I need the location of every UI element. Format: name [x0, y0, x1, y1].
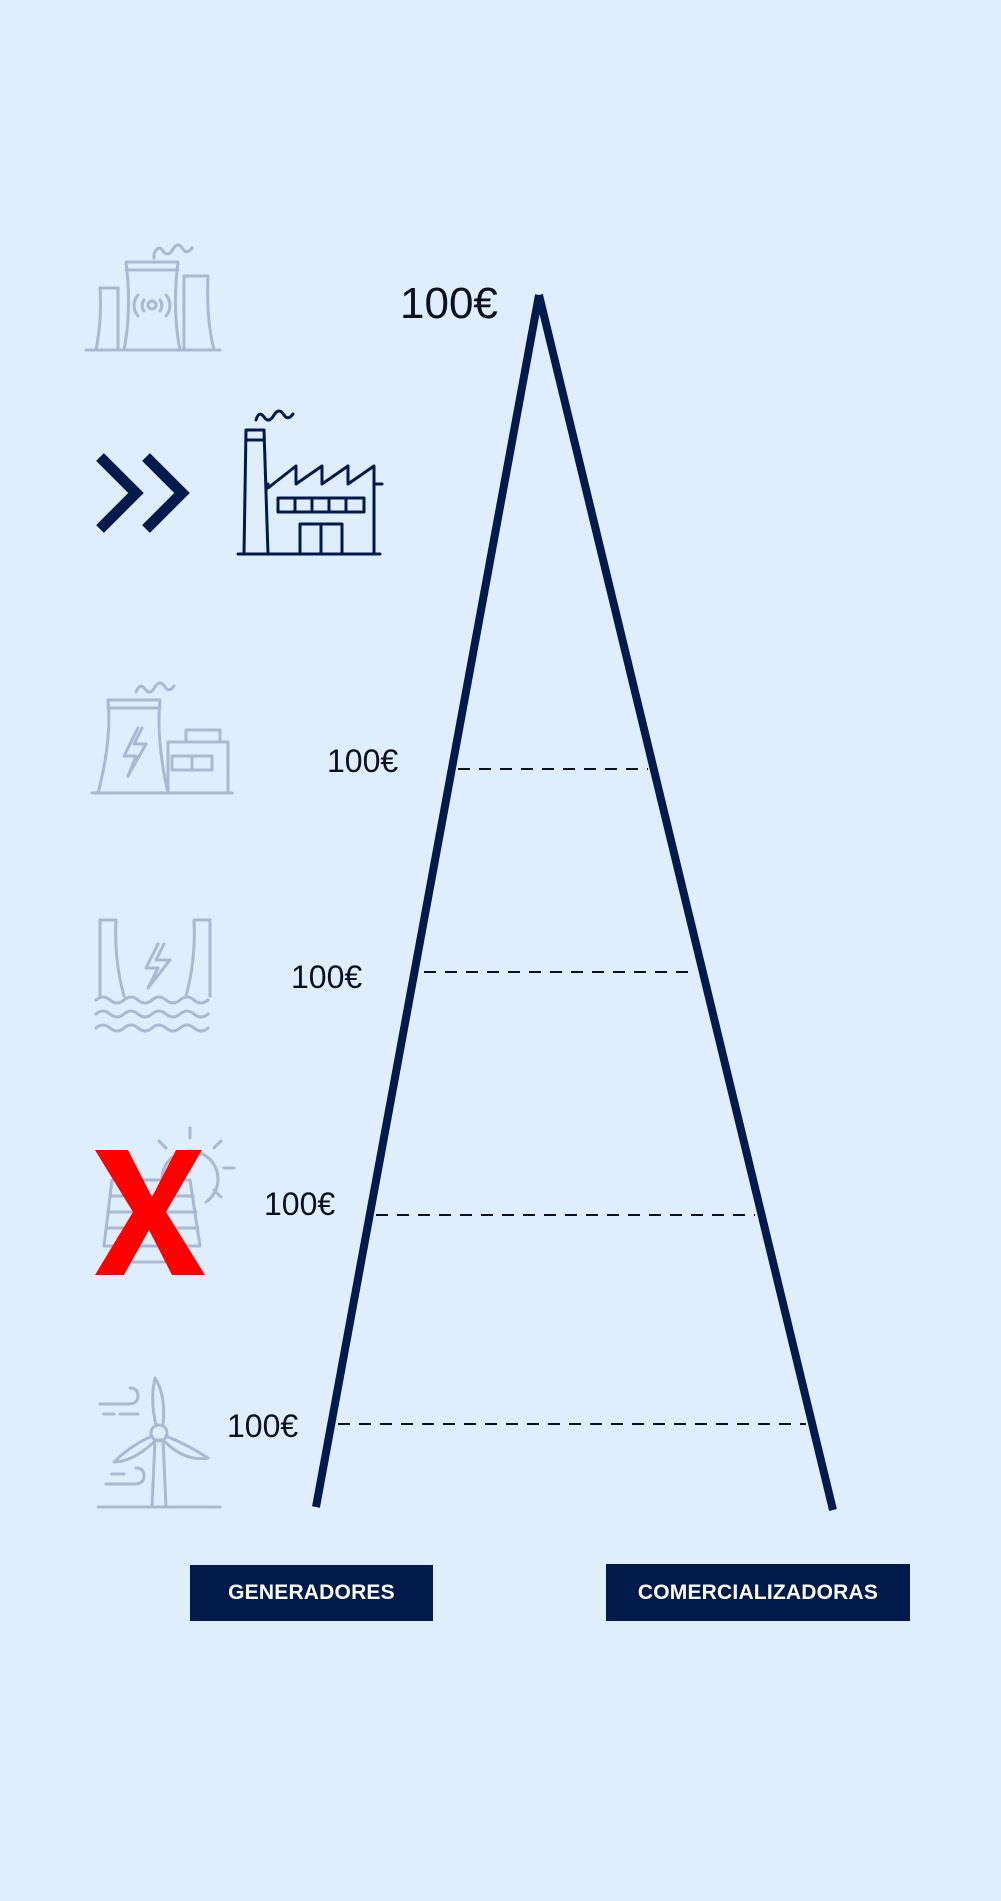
peak-price-label: 100€ — [400, 279, 498, 328]
level-price-label-4: 100€ — [227, 1408, 299, 1444]
level-price-label-3: 100€ — [264, 1186, 336, 1222]
hydro-dam-icon — [94, 918, 212, 1033]
pyramid-right-line — [535, 294, 837, 1511]
generators-button[interactable]: GENERADORES — [190, 1565, 433, 1621]
level-price-label-2: 100€ — [291, 959, 363, 995]
gas-plant-icon — [90, 681, 234, 795]
double-chevron-icon — [96, 453, 190, 533]
retailers-button[interactable]: COMERCIALIZADORAS — [606, 1564, 910, 1621]
wind-turbine-icon — [96, 1376, 222, 1509]
level-price-label-1: 100€ — [327, 743, 399, 779]
pyramid-left-line — [312, 294, 543, 1508]
nuclear-plant-icon — [84, 243, 222, 352]
red-x-icon — [95, 1150, 205, 1275]
factory-icon — [236, 409, 384, 556]
